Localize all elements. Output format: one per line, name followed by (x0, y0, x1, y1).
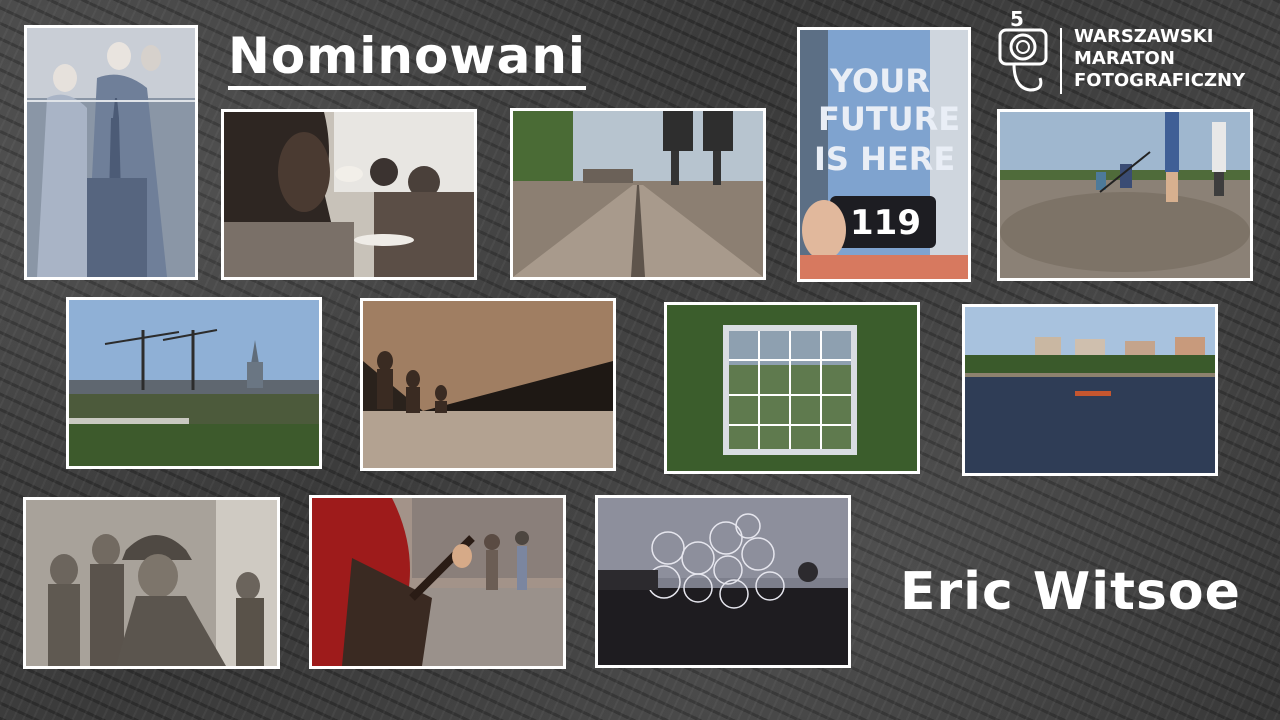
photo-statue-monument[interactable] (23, 497, 280, 669)
photo-guitar-player[interactable] (309, 495, 566, 669)
photo-cranes-skyline[interactable] (66, 297, 322, 469)
camera-logo-icon: 5 (998, 7, 1048, 92)
photo-ivy-window[interactable] (664, 302, 920, 474)
logo-divider (1060, 28, 1062, 94)
page-title: Nominowani (228, 28, 587, 90)
photo-mannequins[interactable] (24, 25, 198, 280)
photo-street-walkers[interactable] (510, 108, 766, 280)
phone-number: 119 (850, 203, 921, 243)
photo-cafe-woman[interactable] (221, 109, 477, 280)
photo-your-future[interactable]: YOUR FUTURE IS HERE 119 (797, 27, 971, 282)
author-name: Eric Witsoe (900, 562, 1241, 622)
future-text-2: FUTURE (818, 100, 960, 138)
photo-river-city[interactable] (962, 304, 1218, 476)
future-text-3: IS HERE (814, 140, 955, 178)
logo-text: WARSZAWSKI MARATON FOTOGRAFICZNY (1074, 26, 1245, 92)
future-text-1: YOUR (829, 62, 930, 100)
photo-balloons-dusk[interactable] (595, 495, 851, 668)
logo-line-3: FOTOGRAFICZNY (1074, 70, 1246, 91)
logo-line-2: MARATON (1074, 48, 1175, 69)
photo-river-kids[interactable] (997, 109, 1253, 281)
logo: 5 WARSZAWSKI MARATON FOTOGRAFICZNY (996, 4, 1276, 96)
photo-shadows-wall[interactable] (360, 298, 616, 471)
logo-number: 5 (1010, 7, 1024, 31)
logo-line-1: WARSZAWSKI (1074, 26, 1214, 47)
